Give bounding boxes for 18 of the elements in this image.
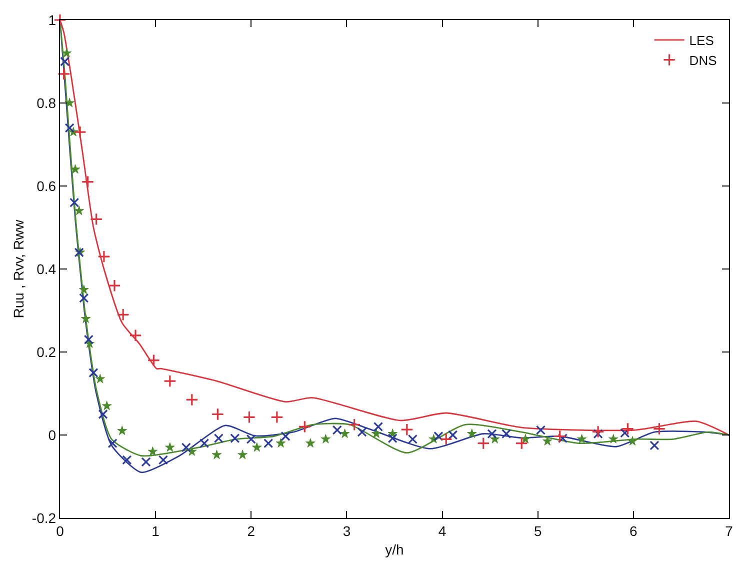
y-tick-label: 1 [48, 12, 56, 28]
legend-label: DNS [689, 52, 718, 68]
x-tick-label: 3 [342, 522, 351, 539]
x-tick-label: 6 [630, 522, 638, 539]
y-tick-label: 0.2 [36, 344, 56, 360]
x-tick-label: 7 [725, 522, 734, 539]
y-tick-label: -0.2 [32, 510, 56, 526]
x-tick-label: 4 [438, 522, 446, 539]
x-tick-label: 2 [247, 522, 256, 539]
x-tick-label: 1 [152, 522, 160, 539]
y-tick-label: 0.6 [36, 178, 56, 194]
y-axis-title: Ruu , Rvv, Rww [10, 218, 27, 318]
y-tick-label: 0.8 [36, 94, 56, 111]
x-tick-label: 5 [534, 522, 542, 539]
legend-label: LES [689, 33, 714, 48]
y-tick-label: 0.4 [36, 260, 56, 277]
y-tick-label: 0 [48, 426, 56, 443]
x-axis-title: y/h [385, 541, 404, 558]
